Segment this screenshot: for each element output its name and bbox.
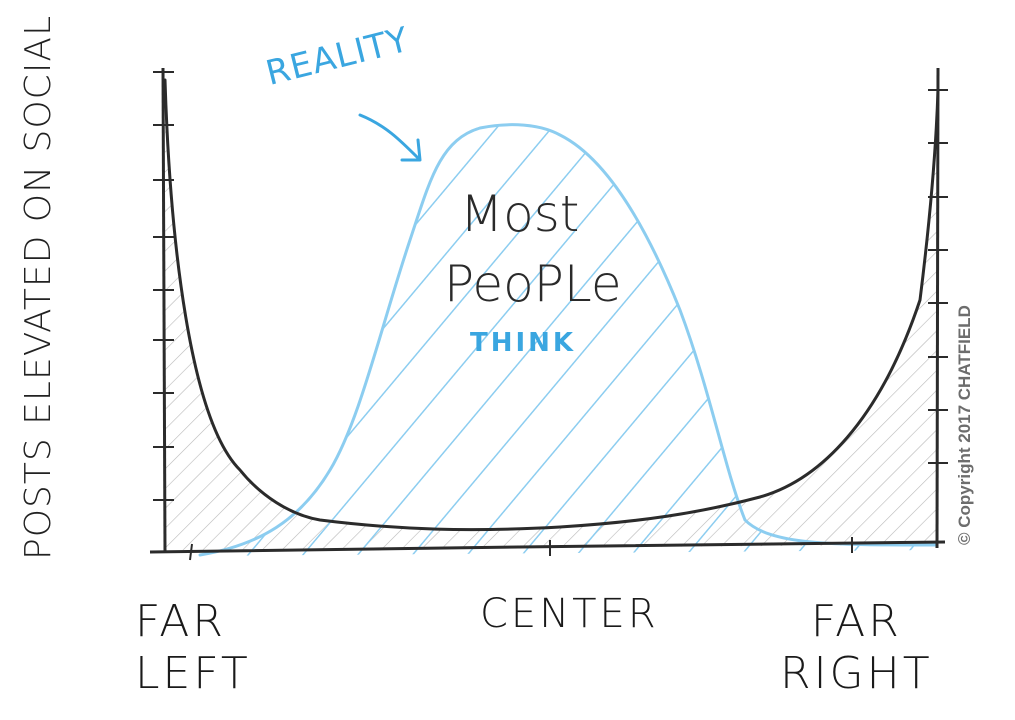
far-right-line1: FAR (810, 596, 902, 647)
think-label: THINK (470, 328, 577, 358)
far-left-label: FAR LEFT (135, 596, 251, 700)
y-axis-right (935, 67, 940, 549)
y-axis-right-ticks (928, 89, 948, 464)
far-right-line2: RIGHT (780, 648, 933, 699)
far-left-line1: FAR (135, 596, 226, 647)
reality-curve-fill (200, 124, 935, 556)
elevated-curve (163, 78, 940, 532)
y-axis-left-ticks (153, 71, 174, 501)
y-axis-label: POSTS ELEVATED ON SOCIAL (18, 14, 59, 560)
x-axis-ticks (189, 537, 853, 561)
far-left-line2: LEFT (135, 648, 251, 699)
copyright-notice: © Copyright 2017 CHATFIELD (955, 305, 974, 545)
reality-curve (198, 123, 937, 557)
reality-arrowhead (400, 138, 422, 162)
elevated-curve-fill (165, 80, 938, 550)
most-label: Most (460, 185, 580, 243)
people-label: PeoPLe (444, 255, 622, 313)
reality-arrow (358, 113, 420, 160)
center-label: CENTER (480, 591, 659, 637)
y-axis-left (161, 67, 167, 553)
far-right-label: FAR RIGHT (780, 596, 933, 700)
